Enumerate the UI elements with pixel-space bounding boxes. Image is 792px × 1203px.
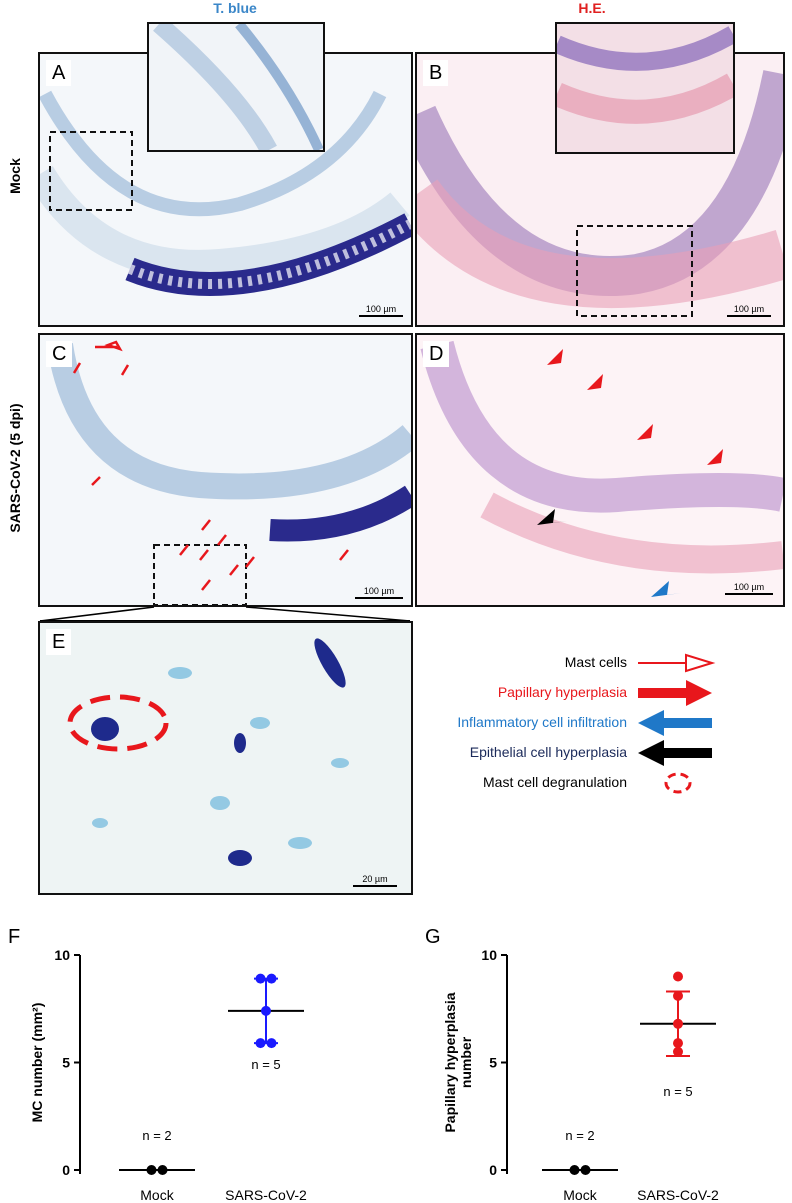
inflammatory-arrow [651, 581, 681, 597]
panel-b-scalebar: 100 µm [727, 304, 771, 317]
panel-e-magnified: E 20 µm [38, 621, 413, 895]
data-point [157, 1165, 168, 1175]
panel-c-tissue [40, 335, 411, 605]
panel-d-scalebar: 100 µm [725, 582, 773, 595]
data-point [266, 1038, 277, 1049]
legend-papillary: Papillary hyperplasia [497, 684, 627, 700]
data-point [146, 1165, 157, 1175]
blue-arrow-icon [638, 710, 712, 736]
panel-a-scalebar: 100 µm [359, 304, 403, 317]
chart-g: 0 5 10 Papillary hyperplasia number Mock SARS-… [442, 947, 719, 1203]
panel-a-letter: A [46, 60, 72, 86]
papillary-arrows [547, 349, 735, 465]
legend-epithelial: Epithelial cell hyperplasia [469, 744, 627, 760]
panel-e-tissue [40, 623, 411, 893]
y-tick-label: 10 [54, 947, 70, 963]
panel-d-he-sars: D 100 µm [415, 333, 785, 607]
degranulation-ellipse [67, 694, 169, 752]
data-point [580, 1165, 591, 1175]
chart-f: 0 5 10 MC number (mm²) Mock SARS-CoV-2 n = 2 n … [29, 947, 307, 1203]
row-header-sars: SARS-CoV-2 (5 dpi) [7, 403, 23, 533]
legend-inflammatory: Inflammatory cell infiltration [457, 714, 627, 730]
x-tick-label: SARS-CoV-2 [225, 1187, 307, 1203]
data-point [673, 1038, 683, 1049]
legend-symbols [638, 653, 716, 794]
panel-c-scalebar: 100 µm [355, 586, 403, 599]
red-arrow-icon [638, 680, 712, 706]
n-label: n = 2 [565, 1128, 594, 1143]
panel-g-letter: G [425, 926, 441, 948]
legend-degranulation: Mast cell degranulation [483, 774, 627, 790]
data-point [673, 990, 683, 1001]
x-tick-label: Mock [140, 1187, 174, 1203]
data-point [673, 1046, 683, 1057]
mast-cell-arrows [72, 340, 349, 591]
outline-arrow-icon [638, 653, 716, 673]
dashed-ellipse-icon [664, 772, 692, 794]
panel-c-tblue-sars: C 100 µm [38, 333, 413, 607]
data-point [266, 973, 277, 984]
panel-d-tissue [417, 335, 783, 605]
y-tick-label: 10 [481, 947, 497, 963]
y-tick-label: 5 [62, 1055, 70, 1071]
column-header-he: H.E. [578, 0, 606, 16]
y-tick-label: 0 [62, 1162, 70, 1178]
x-tick-label: Mock [563, 1187, 597, 1203]
x-tick-label: SARS-CoV-2 [637, 1187, 719, 1203]
y-axis-label: number [458, 1036, 474, 1088]
panel-b-inset [555, 22, 735, 154]
panel-e-letter: E [46, 629, 72, 655]
y-axis-label: Papillary hyperplasia [442, 992, 458, 1132]
data-point [673, 1018, 683, 1029]
row-header-mock: Mock [7, 158, 23, 194]
data-point [255, 1038, 266, 1049]
n-label: n = 5 [251, 1057, 280, 1072]
panel-c-letter: C [46, 341, 73, 367]
legend-mast-cells: Mast cells [564, 654, 627, 670]
column-header-tblue: T. blue [213, 0, 257, 16]
y-tick-label: 5 [489, 1055, 497, 1071]
epithelial-arrow [537, 509, 567, 525]
y-axis-label: MC number (mm²) [29, 1003, 45, 1123]
panel-e-scalebar: 20 µm [353, 874, 397, 887]
data-point [261, 1005, 271, 1016]
y-tick-label: 0 [489, 1162, 497, 1178]
n-label: n = 5 [663, 1084, 692, 1099]
panel-f-letter: F [8, 926, 21, 948]
data-point [673, 971, 683, 982]
panel-d-letter: D [423, 341, 450, 367]
n-label: n = 2 [142, 1128, 171, 1143]
panel-b-letter: B [423, 60, 449, 86]
data-point [569, 1165, 580, 1175]
black-arrow-icon [638, 740, 712, 766]
data-point [255, 973, 266, 984]
panel-a-inset [147, 22, 325, 152]
